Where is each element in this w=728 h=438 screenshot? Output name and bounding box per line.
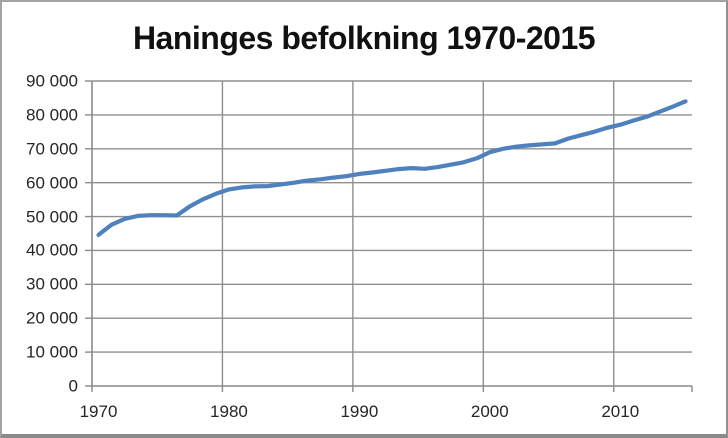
y-axis-tick-label: 60 000	[26, 173, 78, 193]
y-axis-tick-label: 20 000	[26, 308, 78, 328]
population-line-series	[96, 99, 688, 237]
y-axis-tick-label: 0	[68, 376, 78, 396]
chart-title: Haninges befolkning 1970-2015	[132, 20, 596, 56]
y-axis-tick-label: 30 000	[26, 274, 78, 294]
x-axis-tick-label: 1980	[210, 402, 248, 421]
x-axis-tick-label: 1970	[79, 402, 118, 421]
x-axis-tick-label: 2010	[601, 402, 640, 421]
y-axis-tick-label: 50 000	[26, 207, 78, 227]
y-axis-tick-label: 10 000	[26, 342, 78, 362]
y-axis-tick-label: 90 000	[26, 71, 78, 91]
x-axis-tick-label: 1990	[340, 402, 379, 421]
x-axis-tick-label: 2000	[470, 402, 509, 421]
y-axis-tick-label: 80 000	[26, 105, 78, 125]
y-axis-tick-label: 70 000	[26, 139, 78, 159]
y-axis-tick-label: 40 000	[26, 240, 78, 260]
